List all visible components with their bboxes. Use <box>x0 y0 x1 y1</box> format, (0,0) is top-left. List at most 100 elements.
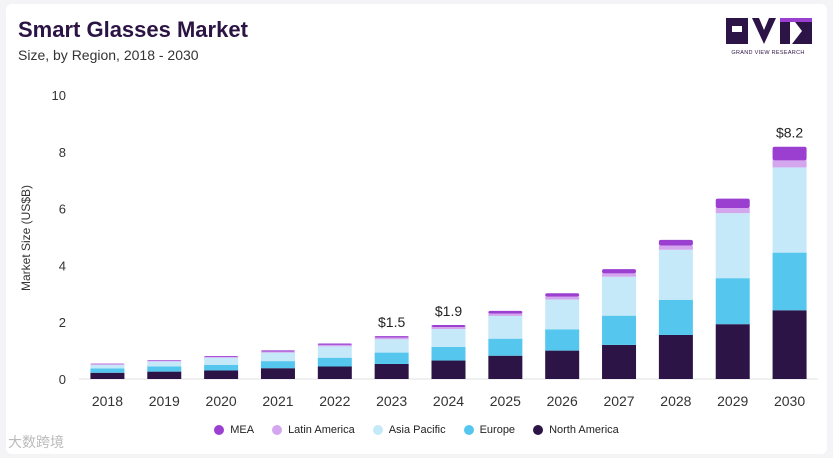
bar-segment-latin-america <box>90 364 125 365</box>
bar-segment-north-america <box>715 324 750 379</box>
bar-segment-north-america <box>147 371 182 379</box>
legend-label: MEA <box>230 424 255 436</box>
total-value-label: $8.2 <box>776 125 803 141</box>
y-tick-label: 0 <box>59 372 66 387</box>
bar-segment-europe <box>602 315 637 345</box>
y-tick-label: 2 <box>59 315 66 330</box>
x-tick-label: 2030 <box>774 393 805 409</box>
bar-segment-latin-america <box>147 360 182 362</box>
chart-subtitle: Size, by Region, 2018 - 2030 <box>18 47 199 63</box>
bar-segment-north-america <box>260 368 295 379</box>
bar-segment-mea <box>431 325 466 328</box>
bar-segment-mea <box>772 146 807 161</box>
legend-item-asia-pacific: Asia Pacific <box>372 424 446 436</box>
x-tick-label: 2020 <box>206 393 237 409</box>
bar-segment-north-america <box>602 344 637 379</box>
bar-segment-latin-america <box>658 245 693 250</box>
bar-segment-mea <box>317 343 352 345</box>
y-tick-label: 6 <box>59 202 66 217</box>
bar-segment-asia-pacific <box>374 339 409 353</box>
bar-segment-asia-pacific <box>260 352 295 362</box>
bar-segment-europe <box>374 352 409 364</box>
logo-text: GRAND VIEW RESEARCH <box>731 50 805 56</box>
bar-segment-latin-america <box>260 351 295 353</box>
bar-segment-latin-america <box>204 356 239 358</box>
bar-segment-asia-pacific <box>147 361 182 367</box>
x-tick-label: 2027 <box>603 393 634 409</box>
bar-segment-europe <box>431 346 466 361</box>
bar-segment-north-america <box>90 372 125 379</box>
x-tick-label: 2018 <box>92 393 123 409</box>
bar-segment-mea <box>488 310 523 314</box>
bar-segment-latin-america <box>488 313 523 316</box>
x-tick-label: 2029 <box>717 393 748 409</box>
bar-segment-europe <box>658 299 693 335</box>
bar-segment-latin-america <box>545 296 580 300</box>
bar-segment-latin-america <box>431 327 466 330</box>
bar-segment-asia-pacific <box>602 276 637 316</box>
x-tick-label: 2021 <box>262 393 293 409</box>
bar-segment-latin-america <box>317 344 352 347</box>
bar-segment-mea <box>204 355 239 357</box>
bar-segment-mea <box>260 350 295 352</box>
y-tick-label: 8 <box>59 145 66 160</box>
bar-segment-north-america <box>488 355 523 379</box>
bar-segment-mea <box>658 239 693 246</box>
bar-segment-europe <box>147 366 182 372</box>
bar-segment-europe <box>545 329 580 351</box>
bar-segment-asia-pacific <box>90 364 125 369</box>
watermark: 大数跨境 <box>8 434 64 450</box>
legend-item-europe: Europe <box>463 424 516 436</box>
x-tick-label: 2023 <box>376 393 407 409</box>
legend-item-north-america: North America <box>533 424 619 436</box>
legend-swatch <box>463 425 474 435</box>
legend-label: Asia Pacific <box>388 424 446 436</box>
bar-segment-europe <box>488 338 523 356</box>
bar-segment-asia-pacific <box>317 346 352 358</box>
bar-segment-mea <box>715 198 750 209</box>
legend-swatch <box>214 425 225 435</box>
bar-segment-asia-pacific <box>715 213 750 279</box>
bar-segment-latin-america <box>374 337 409 340</box>
legend-label: North America <box>549 424 619 436</box>
bar-segment-latin-america <box>772 160 807 168</box>
bar-segment-europe <box>260 361 295 369</box>
x-tick-label: 2028 <box>660 393 691 409</box>
bar-segment-asia-pacific <box>545 299 580 330</box>
legend-label: Europe <box>479 424 516 436</box>
bar-segment-europe <box>772 252 807 311</box>
legend: MEA Latin America Asia Pacific Europe North … <box>0 424 833 436</box>
x-tick-label: 2024 <box>433 393 464 409</box>
bar-segment-asia-pacific <box>204 357 239 365</box>
y-tick-label: 10 <box>52 88 66 103</box>
x-tick-label: 2019 <box>149 393 180 409</box>
bar-segment-north-america <box>374 363 409 379</box>
bar-segment-north-america <box>431 360 466 379</box>
bar-segment-north-america <box>204 370 239 379</box>
total-value-label: $1.9 <box>435 303 462 319</box>
bar-segment-asia-pacific <box>658 249 693 300</box>
legend-label: Latin America <box>288 424 355 436</box>
bar-segment-north-america <box>772 310 807 379</box>
legend-item-latin-america: Latin America <box>272 424 355 436</box>
x-tick-label: 2025 <box>490 393 521 409</box>
x-tick-label: 2026 <box>547 393 578 409</box>
bar-segment-asia-pacific <box>772 167 807 253</box>
total-value-label: $1.5 <box>378 314 405 330</box>
bar-segment-north-america <box>317 366 352 379</box>
legend-swatch <box>533 425 544 435</box>
chart-title: Smart Glasses Market <box>18 17 248 42</box>
bar-segment-mea <box>602 269 637 274</box>
bar-segment-mea <box>147 359 182 361</box>
bar-segment-europe <box>204 364 239 371</box>
legend-swatch <box>272 425 283 435</box>
bar-segment-mea <box>374 336 409 338</box>
bar-segment-asia-pacific <box>431 329 466 347</box>
bar-segment-mea <box>545 293 580 297</box>
bar-segment-mea <box>90 363 125 365</box>
x-tick-label: 2022 <box>319 393 350 409</box>
bar-segment-north-america <box>658 334 693 379</box>
legend-item-mea: MEA <box>214 424 254 436</box>
legend-swatch <box>372 425 383 435</box>
